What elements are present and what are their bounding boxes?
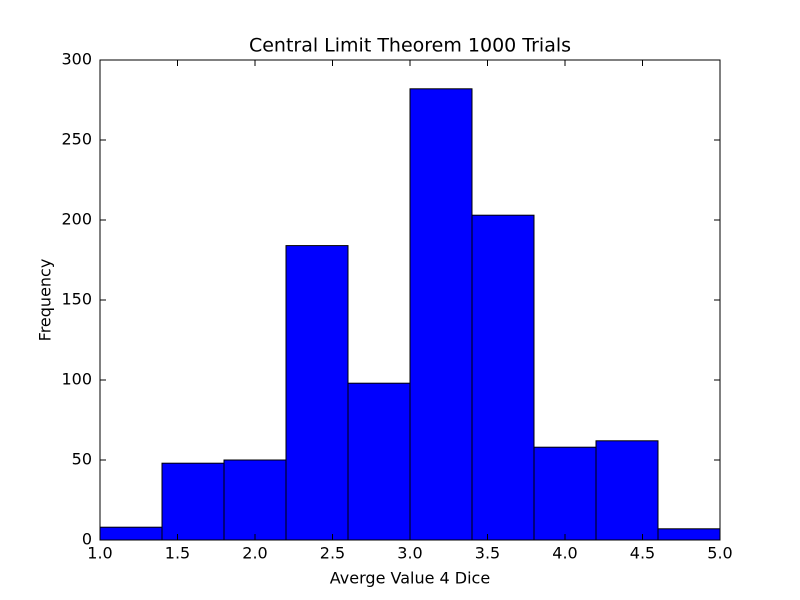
x-tick-label: 1.0: [87, 544, 112, 563]
bar: [657, 528, 721, 541]
bar: [285, 245, 349, 541]
bar: [533, 446, 597, 541]
y-axis-label: Frequency: [36, 259, 55, 342]
x-tick-label: 3.5: [475, 544, 500, 563]
y-tick-label: 250: [61, 130, 92, 149]
x-tick-label: 1.5: [165, 544, 190, 563]
x-axis-label: Averge Value 4 Dice: [330, 569, 490, 588]
y-tick-label: 300: [61, 50, 92, 69]
bar: [409, 88, 473, 541]
x-tick-label: 5.0: [707, 544, 732, 563]
x-tick-label: 2.5: [320, 544, 345, 563]
bar: [595, 440, 659, 541]
x-tick-label: 4.0: [552, 544, 577, 563]
x-tick-label: 3.0: [397, 544, 422, 563]
bar: [471, 214, 535, 541]
y-tick-label: 0: [82, 530, 92, 549]
y-tick-label: 200: [61, 210, 92, 229]
y-tick-label: 50: [72, 450, 92, 469]
bar: [347, 382, 411, 541]
y-tick-label: 100: [61, 370, 92, 389]
bar: [161, 462, 225, 541]
chart-title: Central Limit Theorem 1000 Trials: [249, 35, 571, 57]
x-tick-label: 4.5: [630, 544, 655, 563]
y-tick-label: 150: [61, 290, 92, 309]
bar: [99, 526, 163, 541]
bar: [223, 459, 287, 541]
x-tick-label: 2.0: [242, 544, 267, 563]
